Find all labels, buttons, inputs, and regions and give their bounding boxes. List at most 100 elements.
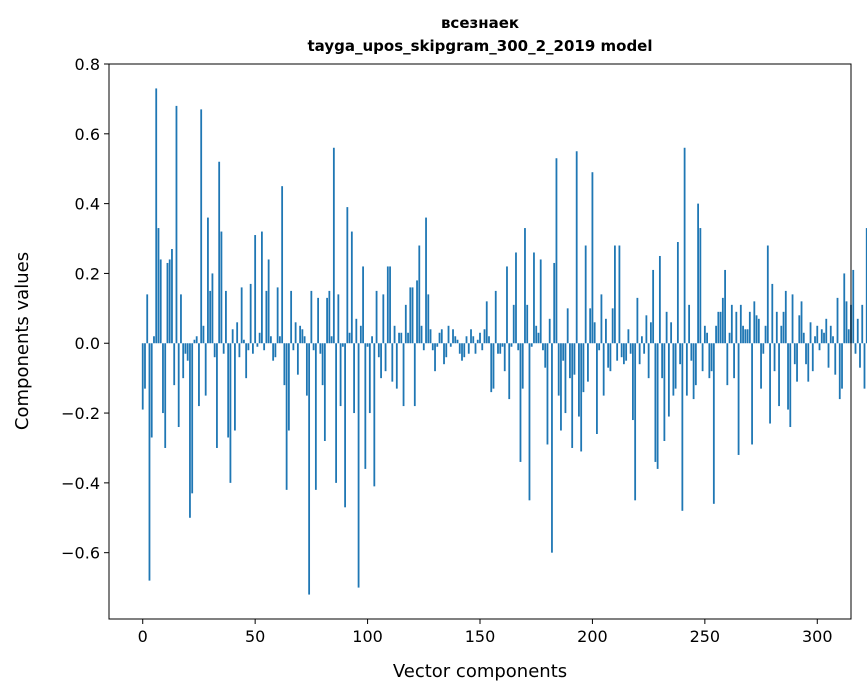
bar bbox=[546, 343, 549, 445]
x-tick-label: 100 bbox=[352, 627, 383, 646]
bar bbox=[216, 343, 218, 448]
bar bbox=[454, 336, 457, 344]
bar bbox=[526, 304, 529, 344]
bar bbox=[634, 343, 637, 501]
bar bbox=[317, 297, 320, 344]
bar bbox=[717, 311, 720, 344]
bar bbox=[350, 231, 353, 344]
bar bbox=[278, 336, 281, 344]
y-tick-label: −0.6 bbox=[61, 544, 100, 563]
bar bbox=[580, 343, 583, 452]
bar bbox=[204, 343, 207, 396]
bar bbox=[247, 343, 250, 351]
bar bbox=[573, 343, 576, 375]
bar bbox=[823, 332, 825, 344]
bar bbox=[688, 304, 691, 344]
bar bbox=[425, 217, 427, 344]
bar bbox=[353, 343, 355, 414]
bar bbox=[751, 343, 753, 445]
bar bbox=[591, 172, 594, 344]
bar bbox=[663, 343, 666, 441]
bar bbox=[780, 325, 783, 344]
bar bbox=[294, 322, 297, 344]
bar bbox=[166, 262, 169, 344]
bar bbox=[267, 259, 270, 344]
bar bbox=[377, 343, 380, 358]
bar bbox=[528, 343, 531, 501]
bar bbox=[658, 255, 661, 344]
bar bbox=[530, 343, 533, 347]
bar bbox=[220, 231, 223, 344]
bar bbox=[155, 88, 158, 344]
bar bbox=[685, 343, 688, 396]
bar bbox=[175, 105, 178, 344]
bar bbox=[238, 343, 241, 358]
y-tick-label: 0.4 bbox=[75, 195, 100, 214]
y-axis: −0.6 −0.4 −0.2 0.0 0.2 0.4 0.6 0.8 bbox=[61, 55, 109, 563]
bar bbox=[512, 304, 515, 344]
bar bbox=[807, 343, 810, 382]
x-tick-label: 0 bbox=[138, 627, 148, 646]
bar bbox=[483, 329, 486, 344]
bar bbox=[339, 343, 342, 407]
bar bbox=[764, 325, 767, 344]
bar bbox=[409, 287, 412, 344]
bar bbox=[598, 343, 601, 351]
bar bbox=[816, 325, 819, 344]
bar bbox=[539, 259, 542, 344]
bar bbox=[164, 343, 167, 448]
bar bbox=[782, 311, 785, 344]
bar bbox=[438, 332, 441, 344]
bar bbox=[310, 290, 313, 344]
bar bbox=[638, 343, 641, 365]
bar bbox=[198, 343, 200, 407]
bar bbox=[697, 203, 699, 344]
bar bbox=[191, 343, 194, 494]
bar bbox=[814, 336, 816, 344]
bar bbox=[739, 304, 742, 344]
bar bbox=[332, 147, 335, 344]
bars bbox=[141, 88, 867, 595]
bar bbox=[856, 318, 859, 344]
bar bbox=[296, 343, 299, 375]
bar bbox=[627, 329, 630, 344]
bar bbox=[431, 343, 434, 351]
bar bbox=[407, 332, 409, 344]
bar bbox=[274, 343, 277, 358]
bar bbox=[762, 343, 765, 354]
bar bbox=[832, 336, 834, 344]
bar bbox=[323, 343, 326, 441]
bar bbox=[445, 343, 448, 358]
bar bbox=[571, 343, 574, 448]
bar bbox=[402, 343, 405, 407]
bar bbox=[144, 343, 146, 389]
bar bbox=[411, 287, 414, 344]
bar bbox=[721, 297, 724, 344]
bar bbox=[207, 217, 209, 344]
bar bbox=[303, 336, 306, 344]
bar bbox=[269, 336, 272, 344]
x-tick-label: 50 bbox=[245, 627, 265, 646]
bar bbox=[726, 343, 729, 386]
bar bbox=[413, 343, 416, 407]
bar bbox=[730, 304, 733, 344]
bar bbox=[533, 252, 535, 344]
bar bbox=[656, 343, 659, 469]
bar bbox=[472, 336, 475, 344]
bar bbox=[667, 343, 670, 417]
bar bbox=[670, 322, 673, 344]
bar bbox=[168, 259, 171, 344]
bar bbox=[341, 343, 344, 347]
bar bbox=[202, 325, 205, 344]
bar bbox=[800, 301, 803, 344]
bar bbox=[285, 343, 288, 490]
bar bbox=[614, 245, 616, 344]
bar bbox=[434, 343, 436, 372]
bar bbox=[784, 290, 787, 344]
bar bbox=[501, 343, 504, 347]
bar bbox=[859, 343, 861, 368]
bar bbox=[724, 269, 726, 344]
bar bbox=[283, 343, 286, 386]
bar bbox=[287, 343, 290, 431]
bar bbox=[802, 332, 805, 344]
